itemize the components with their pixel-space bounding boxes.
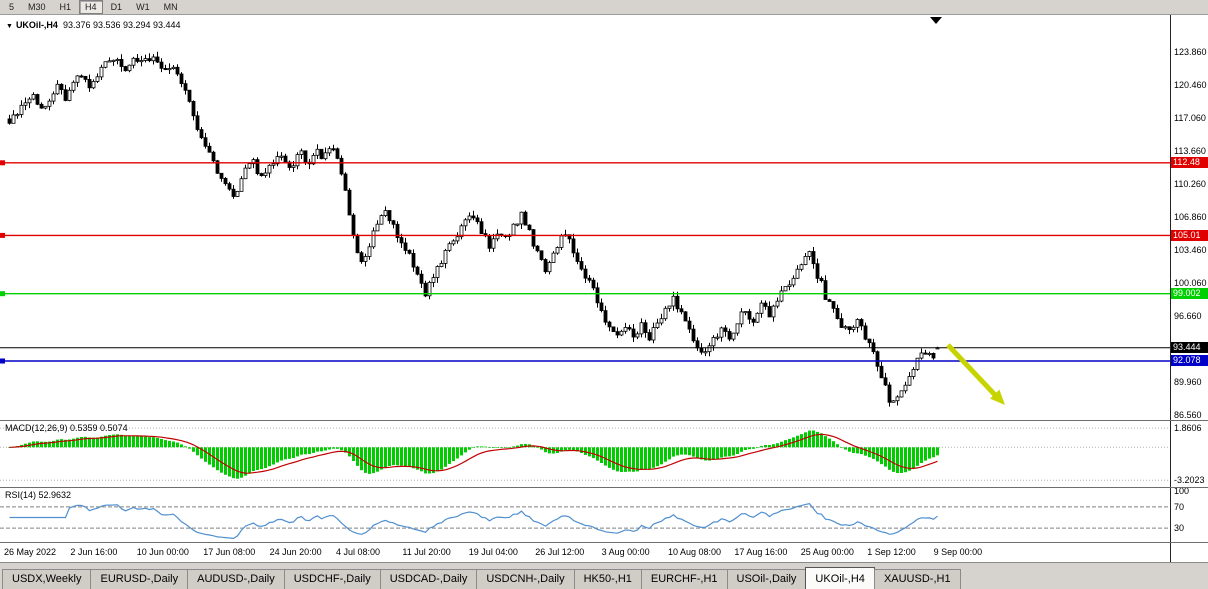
price-axis-label: 110.260 (1174, 179, 1206, 190)
time-axis-label: 24 Jun 20:00 (269, 547, 322, 557)
price-axis-label: 100.060 (1174, 278, 1207, 289)
timeframe-button-mn[interactable]: MN (157, 0, 184, 14)
chart-area[interactable]: ▼ UKOil-,H4 93.376 93.536 93.294 93.444 MA… (0, 15, 1170, 562)
time-axis-label: 19 Jul 04:00 (468, 547, 518, 557)
price-axis-label: 106.860 (1174, 212, 1207, 223)
price-axis-label: 96.660 (1174, 311, 1202, 322)
price-axis-label: 1.8606 (1174, 423, 1202, 434)
hline-resistance-upper[interactable] (0, 160, 1170, 166)
time-axis-label: 25 Aug 00:00 (800, 547, 854, 557)
price-axis-label: 86.560 (1174, 409, 1202, 420)
price-line-badge: 92.078 (1171, 355, 1208, 367)
candlesticks (7, 51, 940, 407)
time-axis-label: 17 Aug 16:00 (734, 547, 788, 557)
symbol-tab[interactable]: UKOil-,H4 (805, 567, 875, 589)
time-axis-label: 17 Jun 08:00 (203, 547, 256, 557)
time-axis-label: 26 Jul 12:00 (535, 547, 585, 557)
price-line-badge: 112.48 (1171, 157, 1208, 169)
symbol-tab[interactable]: HK50-,H1 (573, 569, 642, 589)
time-axis-label: 26 May 2022 (4, 547, 57, 557)
price-chart-canvas[interactable] (0, 15, 1170, 420)
chart-collapse-triangle-icon[interactable]: ▼ (6, 23, 13, 30)
price-axis[interactable]: 123.860 120.460 117.060 113.660 110.260 106.8… (1170, 15, 1208, 562)
symbol-tab[interactable]: USOil-,Daily (726, 569, 807, 589)
pane-divider[interactable] (0, 487, 1208, 488)
timeframe-buttons: 5 M30 H1 H4 D1 W1 MN (3, 0, 184, 14)
time-axis-label: 10 Jun 00:00 (136, 547, 189, 557)
symbol-tab[interactable]: EURUSD-,Daily (90, 569, 189, 589)
timeframe-button-w1[interactable]: W1 (130, 0, 156, 14)
symbol-tab[interactable]: USDCNH-,Daily (476, 569, 575, 589)
time-axis-label: 9 Sep 00:00 (933, 547, 983, 557)
symbol-tab[interactable]: USDCHF-,Daily (283, 569, 381, 589)
price-line-badge: 93.444 (1171, 342, 1208, 354)
symbol-tab[interactable]: USDCAD-,Daily (379, 569, 478, 589)
chart-symbol-label: UKOil-,H4 (15, 20, 58, 30)
timeframe-button-d1[interactable]: D1 (104, 0, 129, 14)
symbol-tab[interactable]: EURCHF-,H1 (640, 569, 728, 589)
time-axis-label: 2 Jun 16:00 (70, 547, 118, 557)
rsi-indicator-canvas[interactable] (0, 488, 1170, 542)
macd-histogram (8, 430, 939, 479)
chart-title: ▼ UKOil-,H4 93.376 93.536 93.294 93.444 (6, 20, 181, 30)
symbol-tabs: USDX,Weekly EURUSD-,Daily AUDUSD-,Daily USD… (2, 567, 961, 589)
price-axis-label: 123.860 (1174, 47, 1207, 58)
price-axis-label: 120.460 (1174, 80, 1207, 91)
price-axis-label: 89.960 (1174, 376, 1202, 387)
time-axis-label: 4 Jul 08:00 (336, 547, 381, 557)
trend-arrow-annotation[interactable] (946, 343, 1005, 405)
price-axis-label: -3.2023 (1174, 475, 1205, 486)
symbol-tab[interactable]: AUDUSD-,Daily (187, 569, 285, 589)
price-line-badge: 99.002 (1171, 288, 1208, 300)
timeframe-toolbar: 5 M30 H1 H4 D1 W1 MN (0, 0, 1208, 15)
symbol-tab-bar: USDX,Weekly EURUSD-,Daily AUDUSD-,Daily USD… (0, 562, 1208, 589)
price-axis-label: 70 (1174, 501, 1185, 512)
price-axis-label: 113.660 (1174, 146, 1206, 157)
price-line-badge: 105.01 (1171, 229, 1208, 241)
macd-indicator-canvas[interactable] (0, 421, 1170, 487)
price-axis-label: 117.060 (1174, 113, 1206, 124)
price-axis-label: 103.460 (1174, 245, 1207, 256)
price-axis-label: 100 (1174, 486, 1190, 496)
symbol-tab[interactable]: USDX,Weekly (2, 569, 92, 589)
time-axis-label: 11 Jul 20:00 (402, 547, 451, 557)
symbol-tab[interactable]: XAUUSD-,H1 (873, 569, 961, 589)
timeframe-button-h4[interactable]: H4 (79, 0, 103, 14)
hline-support-blue[interactable] (0, 358, 1170, 364)
time-axis-label: 1 Sep 12:00 (867, 547, 916, 557)
timeframe-button-h1[interactable]: H1 (53, 0, 78, 14)
pane-divider[interactable] (0, 542, 1208, 543)
rsi-label: RSI(14) 52.9632 (5, 490, 72, 500)
hline-support-green[interactable] (0, 291, 1170, 297)
timeframe-button-5[interactable]: 5 (3, 0, 21, 14)
rsi-line (9, 503, 938, 540)
timeframe-button-m30[interactable]: M30 (22, 0, 52, 14)
hline-resistance-lower[interactable] (0, 232, 1170, 238)
chart-ohlc-values: 93.376 93.536 93.294 93.444 (62, 20, 181, 30)
macd-label: MACD(12,26,9) 0.5359 0.5074 (5, 423, 128, 433)
pane-divider[interactable] (0, 420, 1208, 421)
macd-signal-line (9, 433, 938, 474)
time-axis-label: 10 Aug 08:00 (668, 547, 722, 557)
end-of-chart-marker-icon (930, 17, 942, 24)
time-axis[interactable]: 26 May 2022 2 Jun 16:00 10 Jun 00:00 17 Jun… (0, 543, 1170, 562)
time-axis-label: 3 Aug 00:00 (601, 547, 650, 557)
price-axis-label: 30 (1174, 523, 1185, 534)
